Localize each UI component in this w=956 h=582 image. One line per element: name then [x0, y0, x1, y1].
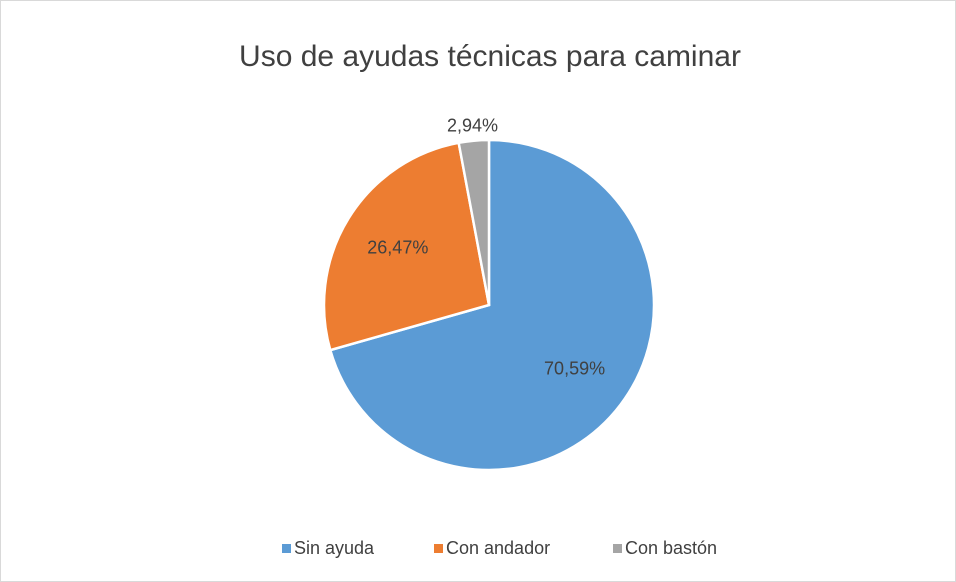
chart-title: Uso de ayudas técnicas para caminar [239, 40, 741, 73]
pie-slice [322, 141, 491, 352]
legend-swatch [434, 544, 443, 553]
legend-label: Con bastón [625, 538, 717, 558]
legend-label: Sin ayuda [294, 538, 375, 558]
data-label: 26,47% [367, 237, 428, 257]
data-label: 70,59% [544, 358, 605, 378]
legend-swatch [282, 544, 291, 553]
data-label: 2,94% [447, 116, 498, 136]
pie-slice [328, 138, 656, 472]
legend-label: Con andador [446, 538, 550, 558]
pie-slice [457, 138, 491, 306]
legend-swatch [613, 544, 622, 553]
